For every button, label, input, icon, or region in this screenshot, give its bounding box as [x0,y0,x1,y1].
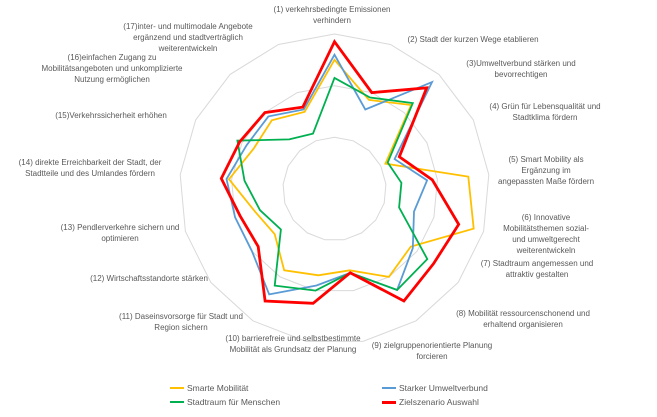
axis-label-13: (13) Pendlerverkehre sichern und optimie… [60,223,180,243]
legend-line-swatch [382,400,396,404]
axis-label-10: (10) barrierefreie und selbstbestimmte M… [225,334,361,354]
axis-label-12: (12) Wirtschaftsstandorte stärken [90,274,208,283]
grid-ring-1 [282,136,387,241]
axis-label-8: (8) Mobilität ressourcenschonend und erh… [456,309,590,329]
axis-label-17: (17)inter- und multimodale Angebote ergä… [123,22,253,53]
legend-item-smarte-mobilitaet: Smarte Mobilität [170,382,248,394]
legend-line-swatch [170,401,184,403]
series-line-1 [227,58,475,278]
axis-label-15: (15)Verkehrssicherheit erhöhen [55,111,167,120]
legend-label: Zielszenario Auswahl [399,397,479,407]
grid-ring-2 [231,85,438,292]
legend-item-stadtraum-fuer-menschen: Stadtraum für Menschen [170,396,280,408]
axis-label-9: (9) zielgruppenorientierte Planung forci… [371,341,493,361]
axis-label-16: (16)einfachen Zugang zu Mobilitätsangebo… [41,53,183,84]
axis-label-6: (6) Innovative Mobilitätsthemen sozial- … [503,213,589,255]
series-line-4 [219,38,461,305]
legend-label: Stadtraum für Menschen [187,397,281,407]
axis-label-2: (2) Stadt der kurzen Wege etablieren [407,35,539,44]
axis-label-3: (3)Umweltverbund stärken und bevorrechti… [466,59,576,79]
axis-label-4: (4) Grün für Lebensqualität und Stadtkli… [489,102,601,122]
legend-line-swatch [382,387,396,389]
grid-ring-3 [179,33,490,342]
legend-label: Starker Umweltverbund [399,383,488,393]
legend-item-zielszenario-auswahl: Zielszenario Auswahl [382,396,479,408]
axis-label-14: (14) direkte Erreichbarkeit der Stadt, d… [18,158,162,178]
series-line-3 [236,76,429,292]
legend-label: Smarte Mobilität [187,383,249,393]
legend-line-swatch [170,387,184,389]
axis-label-1: (1) verkehrsbedingte Emissionen verhinde… [273,5,391,25]
chart-legend: Smarte Mobilität Starker Umweltverbund S… [0,378,657,412]
axis-label-7: (7) Stadtraum angemessen und attraktiv g… [480,259,594,279]
axis-label-5: (5) Smart Mobility als Ergänzung im ange… [497,155,595,186]
axis-label-11: (11) Daseinsvorsorge für Stadt und Regio… [119,312,243,332]
legend-item-starker-umweltverbund: Starker Umweltverbund [382,382,488,394]
